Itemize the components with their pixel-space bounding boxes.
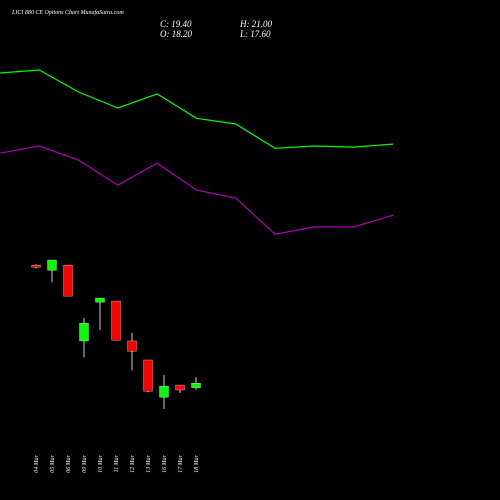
x-tick-label: 12 Mar xyxy=(130,454,136,472)
candle-body xyxy=(31,265,41,268)
x-tick-label: 09 Mar xyxy=(82,454,88,472)
chart-title: LICI 880 CE Options Chart MunafaSutra.co… xyxy=(11,9,124,16)
line xyxy=(0,69,394,149)
open-info: O: 18.20 xyxy=(160,29,192,39)
candle-body xyxy=(143,359,153,392)
x-tick-label: 05 Mar xyxy=(50,454,56,472)
x-tick-label: 18 Mar xyxy=(194,454,200,472)
candle-body xyxy=(47,259,57,271)
x-tick-label: 06 Mar xyxy=(66,454,72,472)
low-info: L: 17.60 xyxy=(239,29,271,39)
x-tick-label: 17 Mar xyxy=(178,454,184,472)
high-info: H: 21.00 xyxy=(239,19,272,29)
x-tick-label: 16 Mar xyxy=(162,454,168,472)
line xyxy=(0,145,394,235)
x-tick-label: 11 Mar xyxy=(114,454,120,472)
x-tick-label: 10 Mar xyxy=(98,454,104,472)
candle-body xyxy=(95,297,105,303)
candle-body xyxy=(111,300,121,341)
close-info: C: 19.40 xyxy=(160,19,192,29)
candle-body xyxy=(175,384,185,391)
candle-body xyxy=(127,340,137,352)
x-tick-label: 04 Mar xyxy=(33,454,40,472)
candle-body xyxy=(159,386,169,398)
candle-body xyxy=(63,265,73,297)
candle-body xyxy=(79,322,89,342)
candle-body xyxy=(191,383,201,388)
x-tick-label: 13 Mar xyxy=(146,454,152,472)
